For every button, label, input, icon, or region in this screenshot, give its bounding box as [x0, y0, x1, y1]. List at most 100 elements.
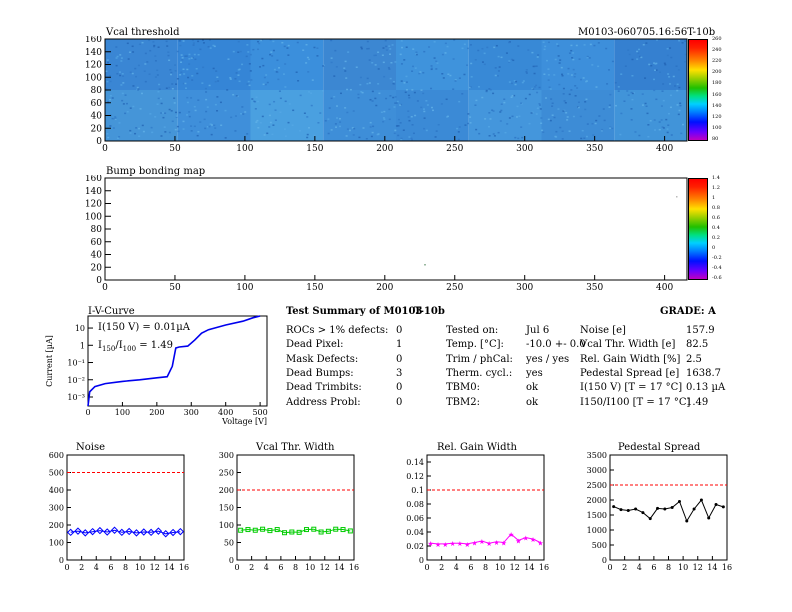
x-tick-label: 10: [495, 563, 505, 572]
summary-row-value: 0.13 µA: [686, 382, 726, 394]
y-tick-label: 0.1: [411, 486, 424, 495]
data-point: [721, 505, 725, 509]
summary-row-label: Vcal Thr. Width [e]: [580, 339, 676, 351]
y-tick-label: 160: [85, 36, 102, 45]
summary-row-label: Mask Defects:: [286, 353, 359, 365]
summary-title: Test Summary of M0103: [286, 306, 423, 317]
x-tick-label: 400: [656, 144, 673, 154]
data-point: [176, 527, 185, 536]
y-tick-label: 0: [96, 276, 102, 286]
data-point: [162, 530, 170, 538]
palette-tick-label: 0.6: [712, 215, 720, 221]
palette-tick-label: 1.4: [712, 175, 720, 181]
summary-row-label: Noise [e]: [580, 325, 626, 336]
summary-row-value: 1.49: [686, 396, 709, 408]
vcal-width-chart: 0 50 100 150 200 250 300 0 2 4 6 8 10 12 14 16: [219, 451, 359, 572]
y-tick-label: 0.12: [406, 472, 424, 481]
summary-row-value: 1: [396, 339, 403, 351]
data-point: [154, 527, 163, 535]
data-point: [296, 529, 302, 535]
vcal-width-chart-title: Vcal Thr. Width: [256, 442, 335, 453]
vcal-color-palette: [688, 39, 708, 141]
bump-map-title: Bump bonding map: [106, 166, 206, 177]
y-tick-label: 120: [85, 61, 102, 71]
x-tick-label: 16: [349, 563, 359, 572]
y-tick-label: 1000: [587, 526, 607, 535]
summary-row-value: -10.0 +- 0.0: [526, 339, 586, 351]
summary-row-value: 0: [396, 325, 403, 336]
y-tick-label: 0.06: [406, 514, 424, 523]
data-point: [132, 529, 141, 537]
iv-curve-title: I-V-Curve: [88, 306, 135, 317]
y-tick-label: 600: [49, 451, 64, 460]
y-tick-label: 3000: [587, 466, 607, 475]
data-point: [260, 526, 266, 532]
palette-tick-label: -0.2: [712, 255, 722, 261]
x-tick-label: 350: [586, 283, 603, 293]
x-tick-label: 8: [666, 563, 671, 572]
roc-block: [105, 90, 178, 141]
data-point: [626, 509, 630, 512]
data-point: [699, 498, 703, 502]
data-point: [252, 527, 258, 533]
x-tick-label: 14: [524, 563, 534, 572]
x-tick-label: 0: [424, 563, 429, 572]
x-tick-label: 300: [516, 144, 533, 154]
y-tick-label: 0: [419, 556, 424, 565]
data-point: [707, 516, 711, 520]
data-point: [125, 527, 133, 536]
bump-color-palette: [688, 178, 708, 280]
x-tick-label: 400: [656, 283, 673, 293]
y-tick-label: 100: [85, 212, 102, 222]
y-tick-label: 200: [49, 521, 64, 530]
y-tick-label: 10⁻³: [67, 393, 85, 402]
summary-row-label: I150/I100 [T = 17 °C]: [580, 396, 691, 408]
gain-width-chart-title: Rel. Gain Width: [437, 442, 517, 453]
palette-tick-label: 1.2: [712, 185, 720, 191]
data-point: ★: [515, 537, 521, 545]
x-tick-label: 0: [234, 563, 239, 572]
data-point: ★: [464, 541, 470, 549]
series-line: [70, 529, 181, 535]
roc-block: [323, 90, 396, 141]
summary-row-label: Dead Pixel:: [286, 339, 344, 351]
x-tick-label: 6: [108, 563, 113, 572]
data-point: [648, 517, 652, 521]
data-point: [274, 527, 280, 533]
data-point: ★: [471, 540, 477, 548]
y-tick-label: 0.14: [406, 458, 424, 467]
summary-row-label: TBM0:: [446, 382, 480, 394]
summary-row-value: Jul 6: [526, 325, 550, 336]
x-tick-label: 2: [439, 563, 444, 572]
y-tick-label: 10⁻²: [67, 376, 85, 385]
iv-annotation-current: I(150 V) = 0.01µA: [98, 322, 190, 333]
x-tick-label: 250: [446, 283, 463, 293]
y-tick-label: 2500: [587, 481, 607, 490]
x-tick-label: 4: [637, 563, 642, 572]
x-tick-label: 0: [102, 283, 108, 293]
series-line: [613, 499, 724, 523]
y-tick-label: 300: [219, 451, 234, 460]
x-tick-label: 100: [236, 144, 253, 154]
palette-tick-label: 80: [712, 136, 719, 142]
x-tick-label: 100: [236, 283, 253, 293]
data-point: [110, 526, 119, 534]
roc-block: [396, 39, 469, 90]
data-point: ★: [493, 539, 499, 547]
x-tick-label: 200: [376, 283, 393, 293]
data-point: ★: [435, 541, 441, 549]
x-tick-label: 0: [64, 563, 69, 572]
x-tick-label: 500: [252, 408, 267, 417]
data-point: [318, 529, 324, 535]
palette-tick-label: 0.4: [712, 225, 720, 231]
y-tick-label: 1: [80, 341, 85, 350]
module-label: M0103-060705.16:56T-10b: [578, 27, 716, 38]
data-point: ★: [442, 541, 448, 549]
y-tick-label: 1500: [587, 511, 607, 520]
vcal-map-title: Vcal threshold: [106, 27, 180, 38]
x-tick-label: 14: [334, 563, 344, 572]
roc-block: [468, 39, 542, 90]
chart-frame: [66, 454, 185, 561]
summary-row-value: yes: [526, 367, 543, 379]
x-tick-label: 0: [607, 563, 612, 572]
